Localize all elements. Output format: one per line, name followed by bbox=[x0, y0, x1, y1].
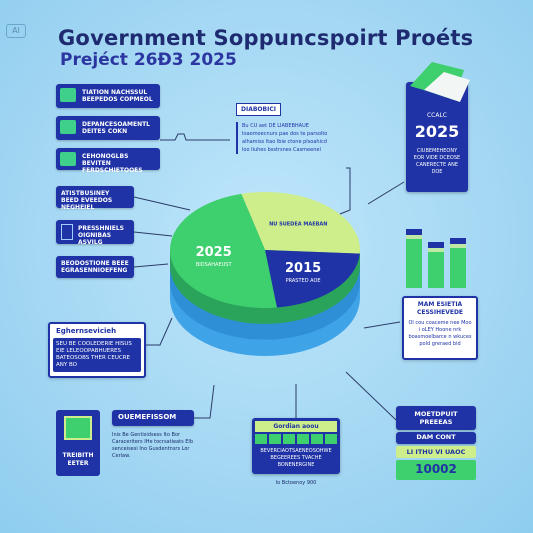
left-info-card-body: SEU BE COOLEDERIE HISUS EIE LELEOOPABHUE… bbox=[56, 341, 132, 368]
pie-top bbox=[169, 192, 360, 308]
bottom-right-label-2: DAM CONT bbox=[396, 432, 476, 444]
bar bbox=[450, 238, 466, 288]
bar-cap-highlight bbox=[428, 247, 444, 252]
pie-slice bbox=[169, 193, 277, 308]
folder-icon bbox=[410, 62, 470, 102]
ai-badge: AI bbox=[6, 24, 26, 38]
left-list-item-1-label: ATISTBUSINEY BEED EVEEDOS NEGHEIEL bbox=[61, 190, 113, 211]
connector-line bbox=[146, 317, 173, 346]
bar-chart-bars bbox=[406, 226, 472, 288]
page-title: Government Soppuncspoirt Proéts bbox=[58, 26, 474, 50]
bottom-center-card: Gordian aoou BEVERCIAOTSAENEOSOHWE BEGEE… bbox=[252, 418, 340, 474]
pie-slice-sublabel: BIDSAHAEUST bbox=[196, 262, 233, 268]
connector-line bbox=[133, 231, 173, 237]
right-info-card-body: Ol cou coaceme nee Moo i oLEY Hoone nrk … bbox=[408, 320, 472, 347]
pie-slice-label: 2015 bbox=[285, 261, 321, 276]
bottom-center-grid bbox=[255, 434, 337, 444]
right-year-value: 2025 bbox=[414, 122, 460, 141]
right-info-card-head: MAM ESIETIA CESSIHEVEDE bbox=[416, 301, 464, 316]
connector-line bbox=[363, 321, 401, 329]
bottom-center-head: Gordian aoou bbox=[255, 421, 337, 432]
grid-cell bbox=[255, 434, 267, 444]
grid-chart-icon bbox=[64, 416, 92, 440]
top-info-card-body: Bu CU aet DE LIABEBHAUE tsaomoecnurs pae… bbox=[236, 122, 332, 154]
top-info-card-head: DIABOBICI bbox=[236, 103, 281, 116]
bar-cap-highlight bbox=[406, 235, 422, 240]
pie-slice bbox=[265, 250, 360, 308]
grid-cell bbox=[311, 434, 323, 444]
grid-cell bbox=[325, 434, 337, 444]
pie-labels: NU SUEDEA MAEBAN 2015 PRASTED AOE 2025 BIDSA… bbox=[196, 221, 328, 283]
legend-item-2: DEPANCESOAMENTL DEITES COKN bbox=[56, 116, 160, 140]
page-subtitle: Prejéct 26Ð3 2025 bbox=[60, 50, 237, 70]
pie-slice-sublabel: PRASTED AOE bbox=[286, 278, 321, 284]
bottom-right-label-1: MOETDPUIT PREEEAS bbox=[396, 406, 476, 430]
connector-line bbox=[339, 167, 351, 215]
bottom-left-tile-label: TREIBITH EETER bbox=[62, 452, 94, 467]
bar-cap bbox=[450, 238, 466, 245]
grid-cell bbox=[297, 434, 309, 444]
left-info-card: Eghernsevicieh SEU BE COOLEDERIE HISUS E… bbox=[48, 322, 146, 378]
bar bbox=[428, 241, 444, 288]
left-list-item-3: BEODOSTIONE BEEE EGRASENNIOEFENG bbox=[56, 256, 134, 278]
connector-line bbox=[194, 384, 215, 419]
pie-chart: NU SUEDEA MAEBAN 2015 PRASTED AOE 2025 BIDSA… bbox=[169, 192, 360, 356]
bar-cap-highlight bbox=[450, 244, 466, 249]
bottom-left-body: Inis Be Gentisidsess Ito Bor Caraceriter… bbox=[112, 432, 193, 459]
right-info-card: MAM ESIETIA CESSIHEVEDE Ol cou coaceme n… bbox=[402, 296, 478, 360]
left-list-item-3-label: BEODOSTIONE BEEE EGRASENNIOEFENG bbox=[61, 260, 129, 274]
left-list-item-2-label: PRESSHNIELS OIGNIBAS ASVILG bbox=[78, 225, 125, 246]
money-icon bbox=[60, 88, 76, 102]
pie-slice-label: NU SUEDEA MAEBAN bbox=[269, 221, 327, 227]
shield-icon bbox=[60, 152, 76, 166]
grid-cell bbox=[269, 434, 281, 444]
legend-item-3: CEHONOGLBS BEVITEN FERDSCHIETOOES bbox=[56, 148, 160, 174]
grid-icon bbox=[61, 224, 73, 240]
right-year-body: CIUBEMEHEONY EOR VIDE DCEOSE CANERECTE A… bbox=[413, 148, 461, 175]
legend-item-1-label: TIATION NACHSSUL BEEPEDOS COPMEOL bbox=[82, 89, 153, 103]
bottom-left-tile: TREIBITH EETER bbox=[56, 410, 100, 476]
left-info-card-body-bg: SEU BE COOLEDERIE HISUS EIE LELEOOPABHUE… bbox=[53, 338, 141, 372]
connector-line bbox=[133, 263, 169, 268]
bar-cap bbox=[406, 229, 422, 236]
bottom-right-label-3: LI ITHU VI UAOC bbox=[396, 446, 476, 458]
connector-line bbox=[345, 371, 397, 421]
grid-cell bbox=[283, 434, 295, 444]
legend-item-3-label: CEHONOGLBS BEVITEN FERDSCHIETOOES bbox=[82, 153, 143, 174]
top-info-card: DIABOBICI Bu CU aet DE LIABEBHAUE tsaomo… bbox=[236, 96, 346, 166]
bar bbox=[406, 229, 422, 288]
left-list-item-1: ATISTBUSINEY BEED EVEEDOS NEGHEIEL bbox=[56, 186, 134, 211]
building-icon bbox=[60, 120, 76, 134]
bottom-center-body: BEVERCIAOTSAENEOSOHWE BEGEEREES TVACHE B… bbox=[260, 448, 332, 468]
bar-chart bbox=[406, 226, 472, 288]
connector-line bbox=[133, 196, 191, 211]
bottom-right-value: 10002 bbox=[396, 460, 476, 480]
bottom-left-head: OUEMEFISSOM bbox=[112, 410, 194, 426]
legend-item-2-label: DEPANCESOAMENTL DEITES COKN bbox=[82, 121, 151, 135]
pie-slice bbox=[241, 192, 360, 254]
legend-item-1: TIATION NACHSSUL BEEPEDOS COPMEOL bbox=[56, 84, 160, 108]
bar-cap bbox=[428, 241, 444, 248]
left-info-card-head: Eghernsevicieh bbox=[56, 327, 117, 335]
right-year-label: CCALC bbox=[426, 112, 447, 119]
left-list-item-2: PRESSHNIELS OIGNIBAS ASVILG bbox=[56, 220, 134, 246]
bottom-center-caption: Io Bctoenoy 900 bbox=[275, 480, 317, 486]
pie-slice-label: 2025 bbox=[196, 245, 232, 260]
connector-line bbox=[367, 181, 405, 205]
connector-line bbox=[160, 133, 230, 141]
